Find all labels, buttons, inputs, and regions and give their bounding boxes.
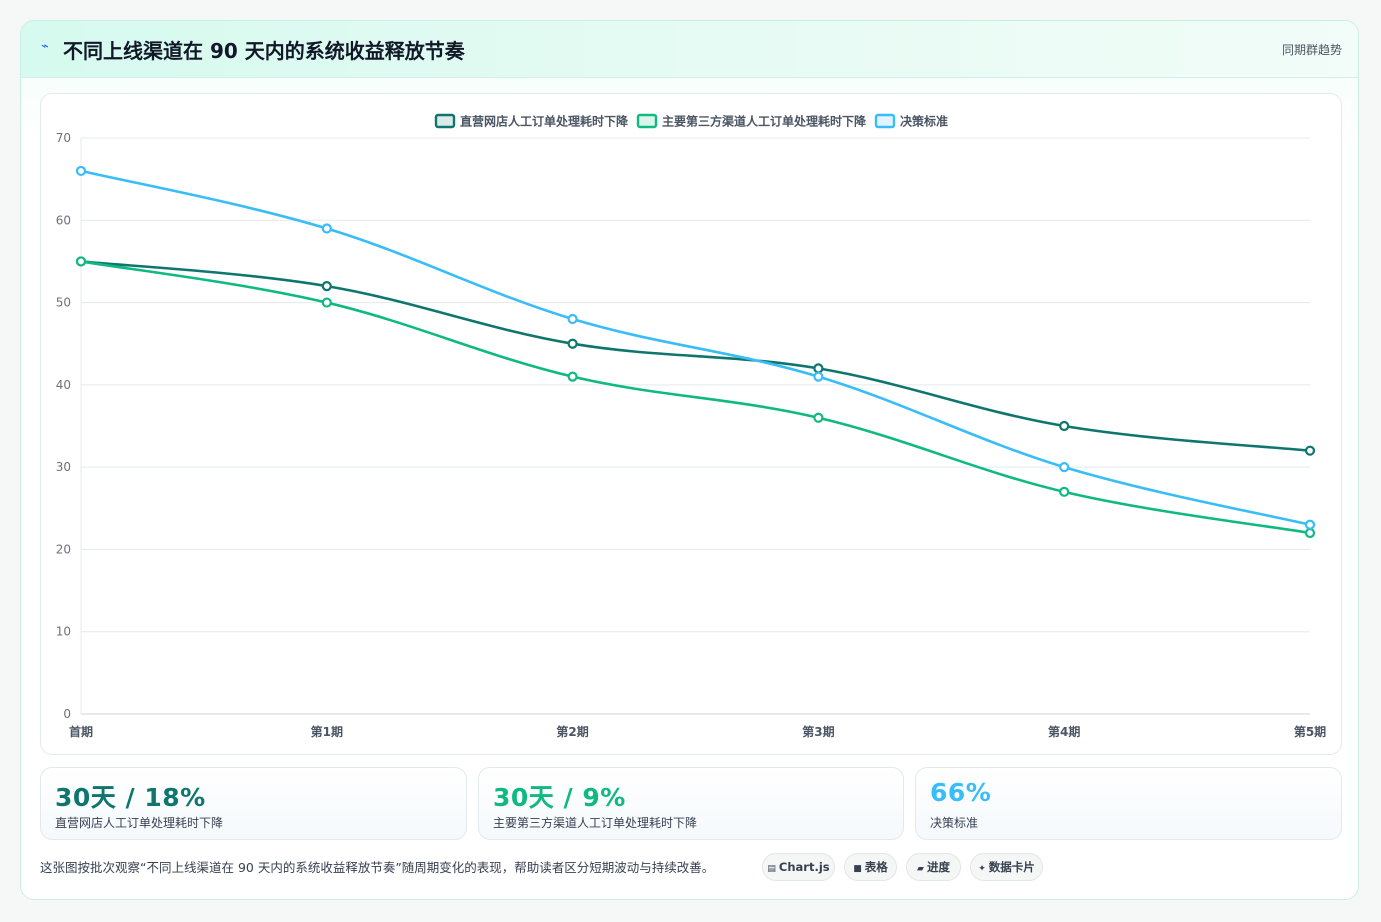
data-point-2 [1304, 519, 1316, 530]
y-tick-label: 10 [56, 625, 71, 639]
series-line-0 [79, 260, 1312, 452]
stat-card-direct: 30天 / 18% 直营网店人工订单处理耗时下降 [40, 767, 467, 840]
pill-label: 数据卡片 [988, 860, 1035, 874]
legend-label: 直营网店人工订单处理耗时下降 [460, 114, 629, 129]
stat-label: 直营网店人工订单处理耗时下降 [55, 816, 224, 830]
pill-chartjs[interactable]: ▤ Chart.js [762, 853, 835, 881]
data-point-0 [1059, 420, 1070, 432]
page-title: 不同上线渠道在 90 天内的系统收益释放节奏 [63, 39, 465, 63]
data-point-1 [813, 412, 824, 423]
data-point-2 [813, 371, 824, 382]
card-header: ⌁ 不同上线渠道在 90 天内的系统收益释放节奏 同期群趋势 [21, 21, 1358, 78]
pill-label: 表格 [864, 860, 888, 874]
stat-label: 决策标准 [930, 816, 979, 830]
data-point-1 [1304, 527, 1316, 539]
progress-icon: ▰ [917, 864, 924, 874]
series-line-2 [79, 169, 1312, 527]
y-tick-label: 50 [56, 296, 71, 310]
legend-swatch [874, 113, 896, 129]
stat-card-standard: 66% 决策标准 [915, 767, 1342, 840]
stat-value: 30天 / 18% [55, 783, 206, 812]
footer-note: 这张图按批次观察“不同上线渠道在 90 天内的系统收益释放节奏”随周期变化的表现… [40, 860, 715, 875]
data-point-0 [813, 363, 824, 374]
data-point-2 [1059, 462, 1070, 473]
pill-progress[interactable]: ▰ 进度 [906, 853, 961, 881]
data-point-2 [321, 223, 332, 234]
pill-label: Chart.js [778, 860, 830, 874]
y-tick-label: 20 [56, 542, 71, 556]
x-tick-label: 第3期 [802, 724, 834, 739]
stat-label: 主要第三方渠道人工订单处理耗时下降 [493, 816, 698, 830]
x-tick-label: 第5期 [1294, 724, 1326, 739]
series-line-1 [79, 260, 1312, 535]
data-point-1 [75, 256, 87, 267]
stat-value: 30天 / 9% [493, 783, 626, 812]
x-tick-label: 第2期 [556, 724, 588, 739]
chart-card: ⌁ 不同上线渠道在 90 天内的系统收益释放节奏 同期群趋势 0 10 20 30 40… [20, 20, 1359, 900]
chart-icon: ▤ [767, 864, 776, 874]
data-point-2 [567, 313, 578, 325]
y-tick-label: 0 [63, 707, 71, 721]
table-icon: ■ [853, 864, 862, 874]
stat-card-third-party: 30天 / 9% 主要第三方渠道人工订单处理耗时下降 [478, 767, 904, 840]
y-tick-label: 40 [56, 378, 71, 392]
data-point-1 [567, 371, 578, 382]
data-point-1 [321, 297, 332, 308]
stat-value: 66% [930, 778, 992, 807]
legend-swatch [434, 113, 456, 129]
legend-label: 主要第三方渠道人工订单处理耗时下降 [662, 114, 867, 129]
header-subtitle: 同期群趋势 [1281, 43, 1342, 57]
data-point-1 [1059, 486, 1070, 497]
y-tick-label: 70 [56, 131, 71, 145]
y-tick-label: 60 [56, 213, 71, 227]
pill-data-cards[interactable]: ✦ 数据卡片 [970, 853, 1043, 881]
x-tick-label: 第4期 [1048, 724, 1080, 739]
legend-label: 决策标准 [900, 114, 948, 129]
legend-swatch [636, 113, 658, 129]
data-point-0 [1304, 445, 1316, 456]
x-tick-label: 首期 [69, 724, 93, 739]
data-point-2 [75, 165, 87, 177]
trend-icon: ⌁ [41, 39, 49, 54]
pill-label: 进度 [926, 860, 950, 874]
line-chart: 0 10 20 30 40 50 60 70 首期 第1期 第2期 第3期 第4期 第5期 直营网店人工订单… [40, 93, 1342, 755]
data-point-0 [567, 338, 578, 349]
data-point-0 [321, 281, 332, 292]
y-tick-label: 30 [56, 460, 71, 474]
x-tick-label: 第1期 [311, 724, 343, 739]
line-chart-svg: 0 10 20 30 40 50 60 70 首期 第1期 第2期 第3期 第4期 第5期 直营网店人工订单… [56, 113, 1326, 740]
sparkle-icon: ✦ [978, 864, 986, 874]
pill-table[interactable]: ■ 表格 [844, 853, 897, 881]
